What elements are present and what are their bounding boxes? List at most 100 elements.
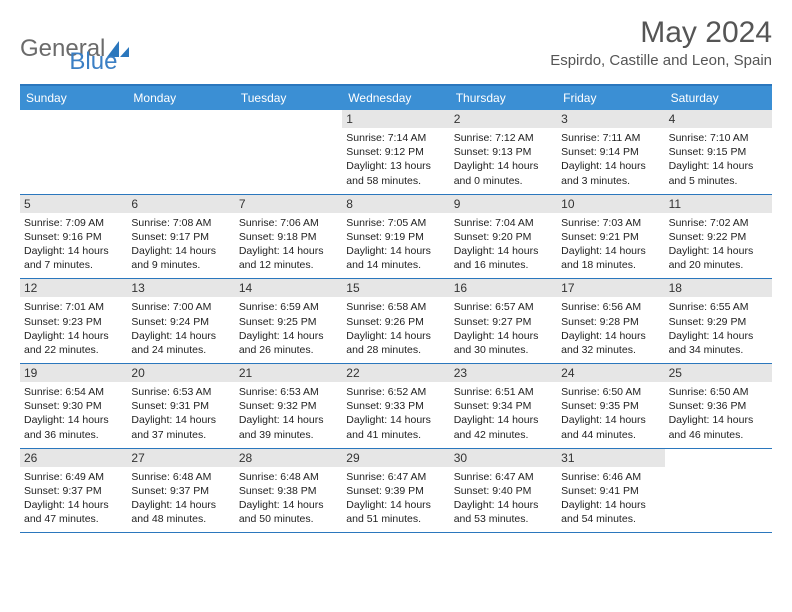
day-number: 20 <box>127 364 234 382</box>
day-cell: 24Sunrise: 6:50 AMSunset: 9:35 PMDayligh… <box>557 364 664 448</box>
logo: General Blue <box>20 16 117 76</box>
sunrise-line: Sunrise: 6:51 AM <box>454 385 553 399</box>
sunset-line: Sunset: 9:21 PM <box>561 230 660 244</box>
calendar-page: General Blue May 2024 Espirdo, Castille … <box>0 0 792 543</box>
day-cell: 26Sunrise: 6:49 AMSunset: 9:37 PMDayligh… <box>20 449 127 533</box>
day-body: Sunrise: 7:03 AMSunset: 9:21 PMDaylight:… <box>561 216 660 273</box>
day-cell: 8 Sunrise: 7:05 AMSunset: 9:19 PMDaylight… <box>342 195 449 279</box>
sunrise-line: Sunrise: 6:58 AM <box>346 300 445 314</box>
sunrise-line: Sunrise: 6:49 AM <box>24 470 123 484</box>
sunrise-line: Sunrise: 7:12 AM <box>454 131 553 145</box>
day-number: 13 <box>127 279 234 297</box>
day-cell: 14Sunrise: 6:59 AMSunset: 9:25 PMDayligh… <box>235 279 342 363</box>
day-number: 7 <box>235 195 342 213</box>
day-cell: 16 Sunrise: 6:57 AMSunset: 9:27 PMDayligh… <box>450 279 557 363</box>
sunset-line: Sunset: 9:28 PM <box>561 315 660 329</box>
sunrise-line: Sunrise: 7:11 AM <box>561 131 660 145</box>
daylight-line: Daylight: 14 hours and 7 minutes. <box>24 244 123 272</box>
week-row: 26Sunrise: 6:49 AMSunset: 9:37 PMDayligh… <box>20 449 772 534</box>
day-body: Sunrise: 6:53 AMSunset: 9:31 PMDaylight:… <box>131 385 230 442</box>
sunrise-line: Sunrise: 6:50 AM <box>669 385 768 399</box>
weeks-container: 1Sunrise: 7:14 AMSunset: 9:12 PMDaylight… <box>20 110 772 533</box>
day-cell: 7Sunrise: 7:06 AMSunset: 9:18 PMDaylight… <box>235 195 342 279</box>
daylight-line: Daylight: 14 hours and 0 minutes. <box>454 159 553 187</box>
sunrise-line: Sunrise: 6:55 AM <box>669 300 768 314</box>
title-block: May 2024 Espirdo, Castille and Leon, Spa… <box>550 16 772 69</box>
day-number: 25 <box>665 364 772 382</box>
day-number: 22 <box>342 364 449 382</box>
sunset-line: Sunset: 9:39 PM <box>346 484 445 498</box>
daylight-line: Daylight: 14 hours and 54 minutes. <box>561 498 660 526</box>
day-body: Sunrise: 7:05 AMSunset: 9:19 PMDaylight:… <box>346 216 445 273</box>
day-number: 27 <box>127 449 234 467</box>
daylight-line: Daylight: 14 hours and 37 minutes. <box>131 413 230 441</box>
day-body: Sunrise: 6:59 AMSunset: 9:25 PMDaylight:… <box>239 300 338 357</box>
day-cell: 22Sunrise: 6:52 AMSunset: 9:33 PMDayligh… <box>342 364 449 448</box>
calendar-grid: SundayMondayTuesdayWednesdayThursdayFrid… <box>20 84 772 533</box>
week-row: 12Sunrise: 7:01 AMSunset: 9:23 PMDayligh… <box>20 279 772 364</box>
sunrise-line: Sunrise: 6:50 AM <box>561 385 660 399</box>
daylight-line: Daylight: 14 hours and 46 minutes. <box>669 413 768 441</box>
sunset-line: Sunset: 9:30 PM <box>24 399 123 413</box>
day-cell: 19Sunrise: 6:54 AMSunset: 9:30 PMDayligh… <box>20 364 127 448</box>
sunset-line: Sunset: 9:25 PM <box>239 315 338 329</box>
day-body: Sunrise: 6:50 AMSunset: 9:35 PMDaylight:… <box>561 385 660 442</box>
sunrise-line: Sunrise: 6:57 AM <box>454 300 553 314</box>
sunset-line: Sunset: 9:31 PM <box>131 399 230 413</box>
daylight-line: Daylight: 14 hours and 30 minutes. <box>454 329 553 357</box>
day-cell: 11Sunrise: 7:02 AMSunset: 9:22 PMDayligh… <box>665 195 772 279</box>
sunset-line: Sunset: 9:14 PM <box>561 145 660 159</box>
sunrise-line: Sunrise: 6:47 AM <box>346 470 445 484</box>
daylight-line: Daylight: 14 hours and 50 minutes. <box>239 498 338 526</box>
topbar: General Blue May 2024 Espirdo, Castille … <box>20 16 772 76</box>
week-row: 19Sunrise: 6:54 AMSunset: 9:30 PMDayligh… <box>20 364 772 449</box>
sunset-line: Sunset: 9:40 PM <box>454 484 553 498</box>
daylight-line: Daylight: 14 hours and 22 minutes. <box>24 329 123 357</box>
sunset-line: Sunset: 9:27 PM <box>454 315 553 329</box>
sunset-line: Sunset: 9:38 PM <box>239 484 338 498</box>
day-number: 16 <box>450 279 557 297</box>
day-body: Sunrise: 7:08 AMSunset: 9:17 PMDaylight:… <box>131 216 230 273</box>
day-body: Sunrise: 7:12 AMSunset: 9:13 PMDaylight:… <box>454 131 553 188</box>
day-number: 9 <box>450 195 557 213</box>
day-number: 15 <box>342 279 449 297</box>
sunrise-line: Sunrise: 6:52 AM <box>346 385 445 399</box>
daylight-line: Daylight: 14 hours and 18 minutes. <box>561 244 660 272</box>
sunset-line: Sunset: 9:22 PM <box>669 230 768 244</box>
day-body: Sunrise: 6:47 AMSunset: 9:40 PMDaylight:… <box>454 470 553 527</box>
dow-header-cell: Sunday <box>20 86 127 110</box>
daylight-line: Daylight: 14 hours and 20 minutes. <box>669 244 768 272</box>
day-cell: 18 Sunrise: 6:55 AMSunset: 9:29 PMDayligh… <box>665 279 772 363</box>
day-body: Sunrise: 7:09 AMSunset: 9:16 PMDaylight:… <box>24 216 123 273</box>
day-cell: 6 Sunrise: 7:08 AMSunset: 9:17 PMDaylight… <box>127 195 234 279</box>
day-body: Sunrise: 7:04 AMSunset: 9:20 PMDaylight:… <box>454 216 553 273</box>
day-body: Sunrise: 7:14 AMSunset: 9:12 PMDaylight:… <box>346 131 445 188</box>
day-cell: 13 Sunrise: 7:00 AMSunset: 9:24 PMDayligh… <box>127 279 234 363</box>
day-body: Sunrise: 6:55 AMSunset: 9:29 PMDaylight:… <box>669 300 768 357</box>
day-body: Sunrise: 6:50 AMSunset: 9:36 PMDaylight:… <box>669 385 768 442</box>
sunset-line: Sunset: 9:37 PM <box>131 484 230 498</box>
sunset-line: Sunset: 9:37 PM <box>24 484 123 498</box>
day-body: Sunrise: 7:10 AMSunset: 9:15 PMDaylight:… <box>669 131 768 188</box>
day-number: 8 <box>342 195 449 213</box>
day-number: 5 <box>20 195 127 213</box>
sunrise-line: Sunrise: 7:03 AM <box>561 216 660 230</box>
sunset-line: Sunset: 9:20 PM <box>454 230 553 244</box>
sunset-line: Sunset: 9:41 PM <box>561 484 660 498</box>
daylight-line: Daylight: 14 hours and 32 minutes. <box>561 329 660 357</box>
day-number: 3 <box>557 110 664 128</box>
sunset-line: Sunset: 9:24 PM <box>131 315 230 329</box>
daylight-line: Daylight: 14 hours and 47 minutes. <box>24 498 123 526</box>
day-number: 30 <box>450 449 557 467</box>
sunrise-line: Sunrise: 7:09 AM <box>24 216 123 230</box>
day-body: Sunrise: 7:01 AMSunset: 9:23 PMDaylight:… <box>24 300 123 357</box>
day-body: Sunrise: 7:00 AMSunset: 9:24 PMDaylight:… <box>131 300 230 357</box>
day-cell: 25 Sunrise: 6:50 AMSunset: 9:36 PMDayligh… <box>665 364 772 448</box>
sunrise-line: Sunrise: 6:53 AM <box>131 385 230 399</box>
sunrise-line: Sunrise: 7:06 AM <box>239 216 338 230</box>
sunset-line: Sunset: 9:18 PM <box>239 230 338 244</box>
day-number: 6 <box>127 195 234 213</box>
day-cell: 3Sunrise: 7:11 AMSunset: 9:14 PMDaylight… <box>557 110 664 194</box>
empty-cell <box>20 110 127 194</box>
day-number: 18 <box>665 279 772 297</box>
